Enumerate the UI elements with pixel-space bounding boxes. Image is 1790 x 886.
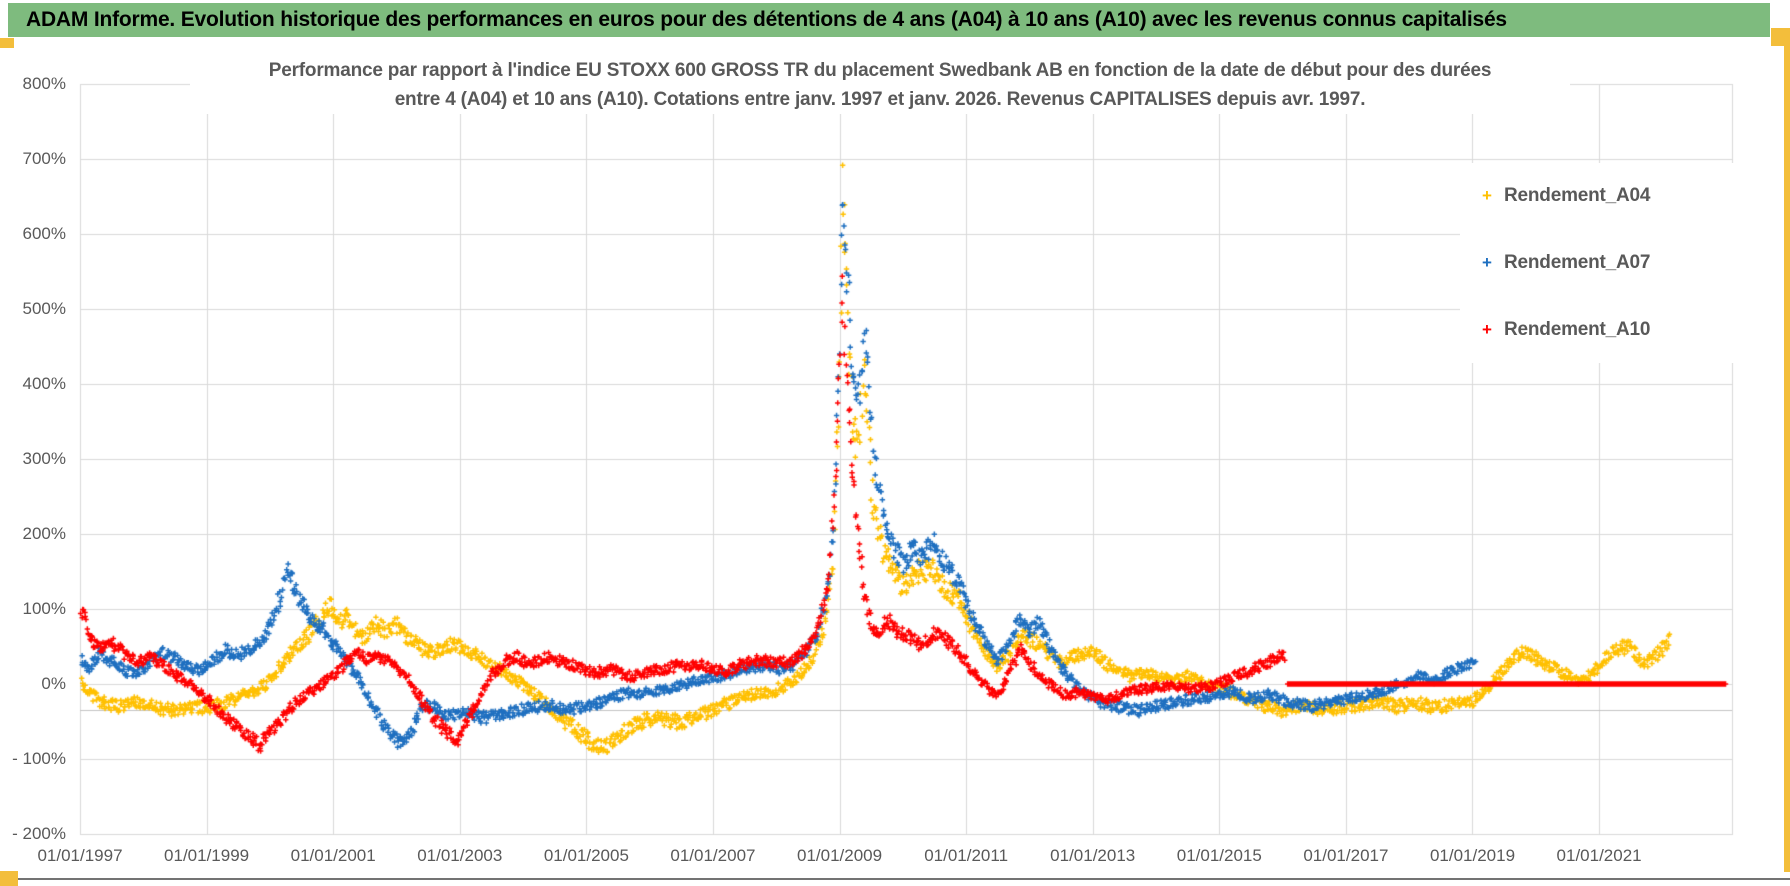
plus-marker-icon: + bbox=[1482, 319, 1492, 339]
y-axis-tick-label: 400% bbox=[22, 374, 66, 393]
x-axis-tick-label: 01/01/2001 bbox=[290, 846, 376, 865]
x-axis-tick-label: 01/01/2019 bbox=[1429, 846, 1516, 865]
y-axis-tick-label: 500% bbox=[22, 299, 66, 318]
legend: + Rendement_A04 + Rendement_A07 + Rendem… bbox=[1460, 163, 1748, 363]
x-axis-tick-label: 01/01/2005 bbox=[543, 846, 629, 865]
chart-title: Performance par rapport à l'indice EU ST… bbox=[190, 56, 1570, 114]
x-axis-tick-label: 01/01/2021 bbox=[1556, 846, 1642, 865]
bottom-border-line bbox=[0, 878, 1790, 880]
legend-label: Rendement_A04 bbox=[1504, 185, 1651, 207]
y-axis-tick-label: 200% bbox=[22, 524, 66, 543]
y-axis-tick-label: - 100% bbox=[12, 749, 66, 768]
gold-accent-bar-right bbox=[1784, 46, 1790, 872]
y-axis-tick-label: 600% bbox=[22, 224, 66, 243]
y-axis-tick-label: 100% bbox=[22, 599, 66, 618]
chart-title-line1: Performance par rapport à l'indice EU ST… bbox=[268, 60, 1492, 81]
legend-item-rendement-a04[interactable]: + Rendement_A04 bbox=[1460, 185, 1748, 207]
legend-label: Rendement_A07 bbox=[1504, 251, 1651, 273]
gold-accent-square-right bbox=[1771, 28, 1790, 46]
x-axis-tick-label: 01/01/2013 bbox=[1050, 846, 1136, 865]
x-axis-tick-label: 01/01/1999 bbox=[164, 846, 250, 865]
x-axis-tick-label: 01/01/2009 bbox=[796, 846, 883, 865]
y-axis-tick-label: 800% bbox=[22, 74, 66, 93]
legend-label: Rendement_A10 bbox=[1504, 318, 1651, 340]
legend-item-rendement-a10[interactable]: + Rendement_A10 bbox=[1460, 319, 1748, 341]
plus-marker-icon: + bbox=[1482, 186, 1492, 206]
header-bar: ADAM Informe. Evolution historique des p… bbox=[8, 3, 1770, 37]
x-axis-tick-label: 01/01/2007 bbox=[670, 846, 756, 865]
y-axis-tick-label: - 200% bbox=[12, 824, 66, 843]
y-axis-tick-label: 0% bbox=[41, 674, 66, 693]
chart-title-line2: entre 4 (A04) et 10 ans (A10). Cotations… bbox=[394, 89, 1366, 110]
x-axis-tick-label: 01/01/1997 bbox=[37, 846, 123, 865]
x-axis-tick-label: 01/01/2015 bbox=[1176, 846, 1262, 865]
gold-accent-square-left bbox=[0, 38, 14, 48]
legend-item-rendement-a07[interactable]: + Rendement_A07 bbox=[1460, 252, 1748, 274]
x-axis-tick-label: 01/01/2011 bbox=[924, 846, 1009, 865]
x-axis-tick-label: 01/01/2003 bbox=[417, 846, 503, 865]
x-axis-tick-label: 01/01/2017 bbox=[1303, 846, 1389, 865]
y-axis-tick-label: 300% bbox=[22, 449, 66, 468]
y-axis-tick-label: 700% bbox=[22, 149, 66, 168]
gold-accent-square-bottom-left bbox=[0, 871, 18, 886]
header-title: ADAM Informe. Evolution historique des p… bbox=[26, 8, 1507, 31]
plus-marker-icon: + bbox=[1482, 252, 1492, 272]
